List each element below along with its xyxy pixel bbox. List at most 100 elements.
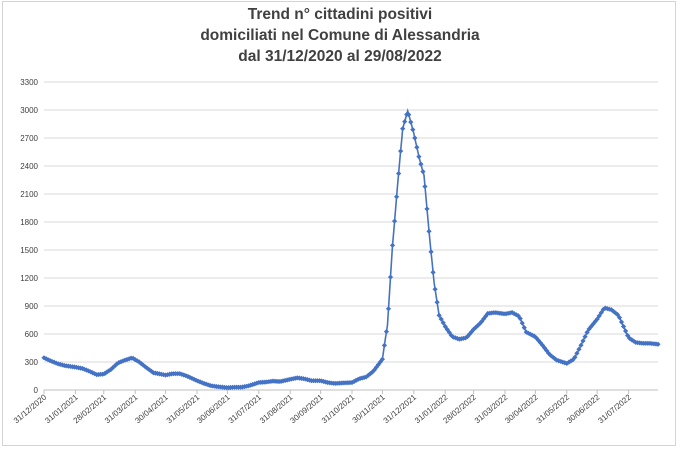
data-point — [88, 369, 94, 375]
y-tick-label: 2700 — [20, 134, 38, 143]
data-point — [572, 354, 578, 360]
data-point — [586, 326, 592, 332]
data-point — [45, 357, 51, 363]
data-point — [183, 373, 189, 379]
data-point — [408, 119, 414, 125]
data-point — [521, 325, 527, 331]
data-point — [410, 127, 416, 133]
data-point — [47, 358, 53, 364]
data-point — [424, 206, 430, 212]
data-point — [142, 364, 148, 370]
data-point — [574, 350, 580, 356]
y-tick-label: 3000 — [20, 106, 38, 115]
data-point — [519, 320, 525, 326]
data-point — [612, 310, 619, 316]
data-point — [92, 371, 98, 377]
data-point — [434, 299, 440, 305]
data-point — [122, 357, 128, 363]
y-tick-label: 3300 — [20, 78, 38, 87]
y-tick-label: 1500 — [20, 246, 38, 255]
data-point — [556, 358, 562, 364]
data-point — [389, 242, 396, 248]
chart-title-line-2: domiciliati nel Comune di Alessandria — [200, 27, 480, 44]
data-point — [432, 286, 438, 292]
data-point — [580, 338, 586, 344]
data-point — [146, 367, 152, 373]
data-point — [114, 361, 120, 367]
chart-title: Trend n° cittadini positivi domiciliati … — [0, 4, 680, 67]
data-point — [614, 311, 621, 318]
x-tick-label: 31/12/2021 — [382, 392, 419, 425]
data-point — [250, 381, 256, 388]
data-point — [552, 355, 558, 362]
data-point — [387, 274, 394, 280]
data-point — [535, 337, 542, 343]
y-tick-label: 300 — [25, 358, 39, 367]
data-point — [396, 170, 402, 177]
data-point — [483, 313, 489, 319]
data-point — [104, 369, 110, 375]
data-point — [598, 310, 604, 316]
data-point — [562, 360, 568, 366]
data-point — [402, 118, 408, 125]
data-point — [548, 352, 554, 358]
data-point — [554, 357, 560, 363]
data-point — [590, 321, 596, 327]
data-point — [177, 371, 183, 377]
data-point — [252, 381, 258, 387]
data-point — [132, 357, 138, 363]
data-point — [398, 148, 404, 154]
data-point — [138, 361, 144, 367]
data-point — [509, 309, 515, 316]
data-point — [620, 323, 627, 330]
data-point — [426, 228, 432, 234]
data-point — [440, 320, 446, 326]
data-point — [363, 374, 369, 380]
x-tick-label: 30/11/2021 — [351, 392, 387, 425]
data-point — [513, 312, 519, 318]
data-point — [197, 379, 203, 385]
data-point — [450, 334, 456, 340]
data-point — [381, 342, 388, 348]
data-point — [400, 126, 406, 132]
data-point — [517, 315, 523, 322]
data-point — [560, 359, 566, 365]
x-tick-label: 30/06/2022 — [565, 392, 602, 425]
data-point — [393, 194, 400, 200]
data-point — [533, 335, 540, 341]
x-tick-label: 30/09/2021 — [288, 392, 325, 425]
data-point — [584, 329, 590, 335]
data-point — [566, 359, 572, 365]
x-tick-label: 31/12/2020 — [12, 392, 49, 425]
data-point — [203, 381, 209, 387]
data-point — [385, 306, 392, 312]
data-point — [629, 337, 635, 343]
data-point — [550, 354, 556, 360]
data-point — [511, 311, 517, 317]
data-point — [353, 377, 359, 383]
data-point — [414, 144, 420, 150]
data-point — [371, 367, 377, 373]
data-point — [523, 329, 529, 335]
y-tick-label: 0 — [34, 386, 39, 395]
data-point — [596, 313, 602, 319]
data-point — [625, 332, 631, 339]
data-point — [379, 356, 386, 362]
data-point — [541, 345, 548, 351]
data-point — [627, 335, 633, 341]
data-point — [406, 112, 412, 118]
chart-title-line-1: Trend n° cittadini positivi — [247, 6, 433, 23]
data-point — [618, 319, 625, 325]
data-point — [187, 374, 193, 380]
data-point — [41, 355, 47, 361]
data-point — [130, 355, 136, 361]
data-point — [578, 342, 584, 348]
data-point — [527, 331, 533, 337]
y-tick-label: 900 — [25, 302, 39, 311]
data-point — [416, 154, 422, 160]
y-tick-label: 1200 — [20, 274, 38, 283]
data-point — [83, 367, 90, 373]
data-point — [475, 323, 481, 329]
data-point — [430, 269, 436, 275]
